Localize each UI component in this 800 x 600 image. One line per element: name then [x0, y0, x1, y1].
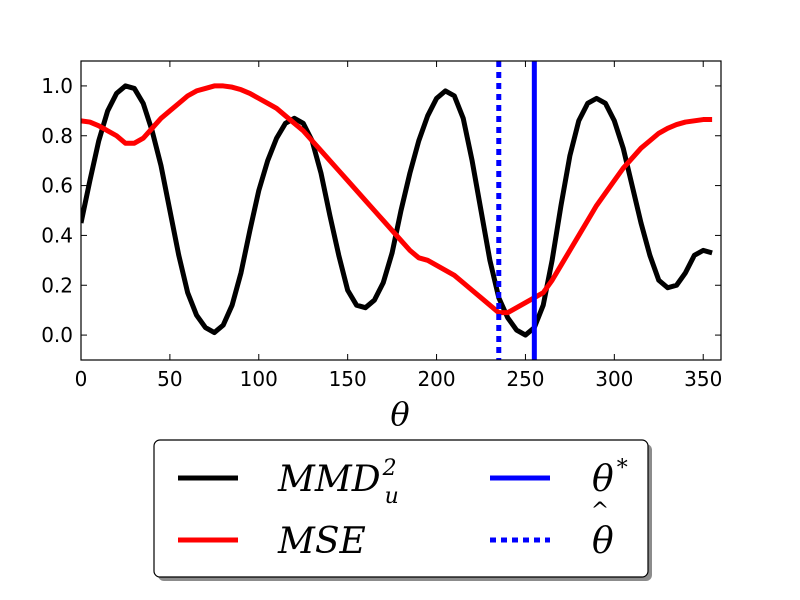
- x-axis-label: θ: [390, 395, 409, 433]
- legend-label-theta-hat-accent: ^: [591, 499, 609, 524]
- y-tick-label: 1.0: [41, 74, 73, 98]
- x-tick-label: 200: [417, 367, 455, 391]
- x-tick-label: 150: [329, 367, 367, 391]
- tick-layer: 0 50 100 150 200 250 300 350 0.0 0.2 0.4 0.6 0.8 1.0: [41, 61, 722, 391]
- x-tick-label: 0: [75, 367, 88, 391]
- legend-label-mse: MSE: [277, 521, 366, 562]
- legend-label-theta-star: θ *: [592, 456, 628, 500]
- legend: MMD2 u MSE θ * ^ θ: [153, 439, 652, 581]
- y-tick-label: 0.6: [41, 174, 73, 198]
- vline-layer: [496, 61, 537, 360]
- x-tick-label: 50: [157, 367, 182, 391]
- plot-frame: [80, 60, 722, 361]
- legend-box: [153, 439, 649, 578]
- x-tick-label: 300: [595, 367, 633, 391]
- series-layer: [81, 83, 713, 338]
- legend-label-mmd: MMD2 u: [277, 456, 399, 509]
- legend-label-theta-hat: θ: [592, 521, 614, 562]
- series-line-mse: [81, 83, 713, 316]
- x-tick-label: 100: [240, 367, 278, 391]
- x-tick-label: 250: [506, 367, 544, 391]
- y-tick-label: 0.8: [41, 124, 73, 148]
- y-tick-label: 0.0: [41, 323, 73, 347]
- y-tick-label: 0.2: [41, 273, 73, 297]
- y-tick-label: 0.4: [41, 223, 73, 247]
- x-tick-label: 350: [684, 367, 722, 391]
